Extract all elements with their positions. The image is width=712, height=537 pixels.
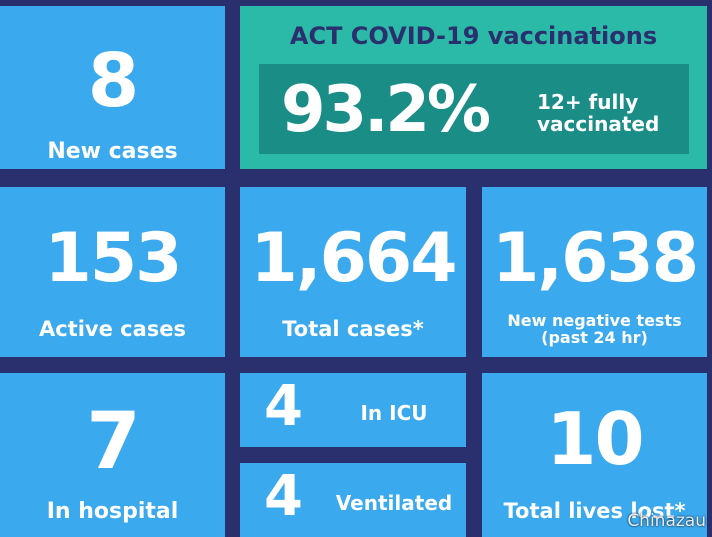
ventilated-value: 4	[264, 464, 303, 529]
new-cases-label: New cases	[47, 139, 178, 164]
lives-lost-tile: 10 Total lives lost*	[482, 373, 707, 537]
vaccinations-label-line2: vaccinated	[537, 112, 660, 136]
negative-tests-tile: 1,638 New negative tests (past 24 hr)	[482, 187, 707, 357]
negative-tests-label-line1: New negative tests	[507, 311, 682, 330]
total-cases-tile: 1,664 Total cases*	[240, 187, 466, 357]
lives-lost-value: 10	[546, 397, 644, 481]
watermark: Chinazau	[627, 511, 706, 531]
vaccinations-title: ACT COVID-19 vaccinations	[289, 22, 658, 50]
active-cases-tile: 153 Active cases	[0, 187, 225, 357]
vaccinations-panel: 93.2% 12+ fully vaccinated	[259, 64, 689, 154]
active-cases-label: Active cases	[38, 317, 187, 341]
in-icu-value: 4	[264, 374, 303, 439]
in-hospital-value: 7	[86, 397, 140, 487]
vaccinations-label-line1: 12+ fully	[537, 90, 639, 114]
total-cases-label: Total cases*	[282, 317, 424, 341]
active-cases-value: 153	[44, 219, 183, 298]
negative-tests-label-line2: (past 24 hr)	[541, 327, 648, 347]
in-hospital-tile: 7 In hospital	[0, 373, 225, 537]
vaccinations-percent: 93.2%	[281, 73, 491, 147]
in-hospital-label: In hospital	[46, 499, 179, 524]
vaccinations-tile: ACT COVID-19 vaccinations 93.2% 12+ full…	[240, 6, 707, 169]
ventilated-tile: 4 Ventilated	[240, 463, 466, 537]
in-icu-tile: 4 In ICU	[240, 373, 466, 447]
vaccinations-label: 12+ fully vaccinated	[537, 91, 659, 135]
lives-lost-label: Total lives lost*	[503, 499, 686, 523]
new-cases-value: 8	[87, 38, 140, 124]
new-cases-tile: 8 New cases	[0, 6, 225, 169]
in-icu-label: In ICU	[360, 401, 428, 425]
ventilated-label: Ventilated	[335, 491, 453, 515]
negative-tests-label: New negative tests (past 24 hr)	[482, 311, 707, 347]
negative-tests-value: 1,638	[491, 219, 699, 298]
total-cases-value: 1,664	[250, 219, 457, 298]
